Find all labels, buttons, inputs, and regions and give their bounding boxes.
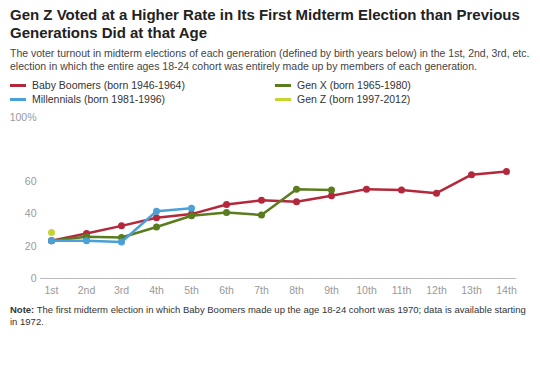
svg-text:11th: 11th [392, 284, 412, 296]
svg-text:9th: 9th [324, 284, 339, 296]
svg-text:1st: 1st [44, 284, 58, 296]
svg-text:2nd: 2nd [78, 284, 96, 296]
html-text:Note: The first midterm electi: Note: The first midterm election in whic… [10, 304, 526, 327]
svg-text:14th: 14th [496, 284, 517, 296]
svg-text:0: 0 [31, 272, 37, 284]
html-text:Gen Z (born 1997-2012): Gen Z (born 1997-2012) [297, 93, 411, 105]
svg-text:60: 60 [25, 175, 37, 187]
svg-text:6th: 6th [219, 284, 234, 296]
svg-text:40: 40 [25, 207, 37, 219]
svg-text:7th: 7th [254, 284, 269, 296]
html-text:Millennials (born 1981-1996): Millennials (born 1981-1996) [32, 93, 166, 105]
svg-text:10th: 10th [356, 284, 377, 296]
html-text:Gen Z Voted at a Higher Rate i: Gen Z Voted at a Higher Rate in Its Firs… [10, 6, 520, 41]
svg-text:13th: 13th [461, 284, 482, 296]
svg-text:4th: 4th [149, 284, 164, 296]
svg-text:12th: 12th [426, 284, 447, 296]
svg-text:5th: 5th [184, 284, 199, 296]
svg-text:8th: 8th [289, 284, 304, 296]
svg-text:3rd: 3rd [114, 284, 129, 296]
html-text:Gen X (born 1965-1980): Gen X (born 1965-1980) [297, 79, 411, 91]
svg-text:20: 20 [25, 240, 37, 252]
html-text:The voter turnout in midterm e: The voter turnout in midterm elections o… [10, 47, 530, 72]
html-text:Baby Boomers (born 1946-1964): Baby Boomers (born 1946-1964) [32, 79, 185, 91]
svg-text:100%: 100% [10, 111, 37, 123]
